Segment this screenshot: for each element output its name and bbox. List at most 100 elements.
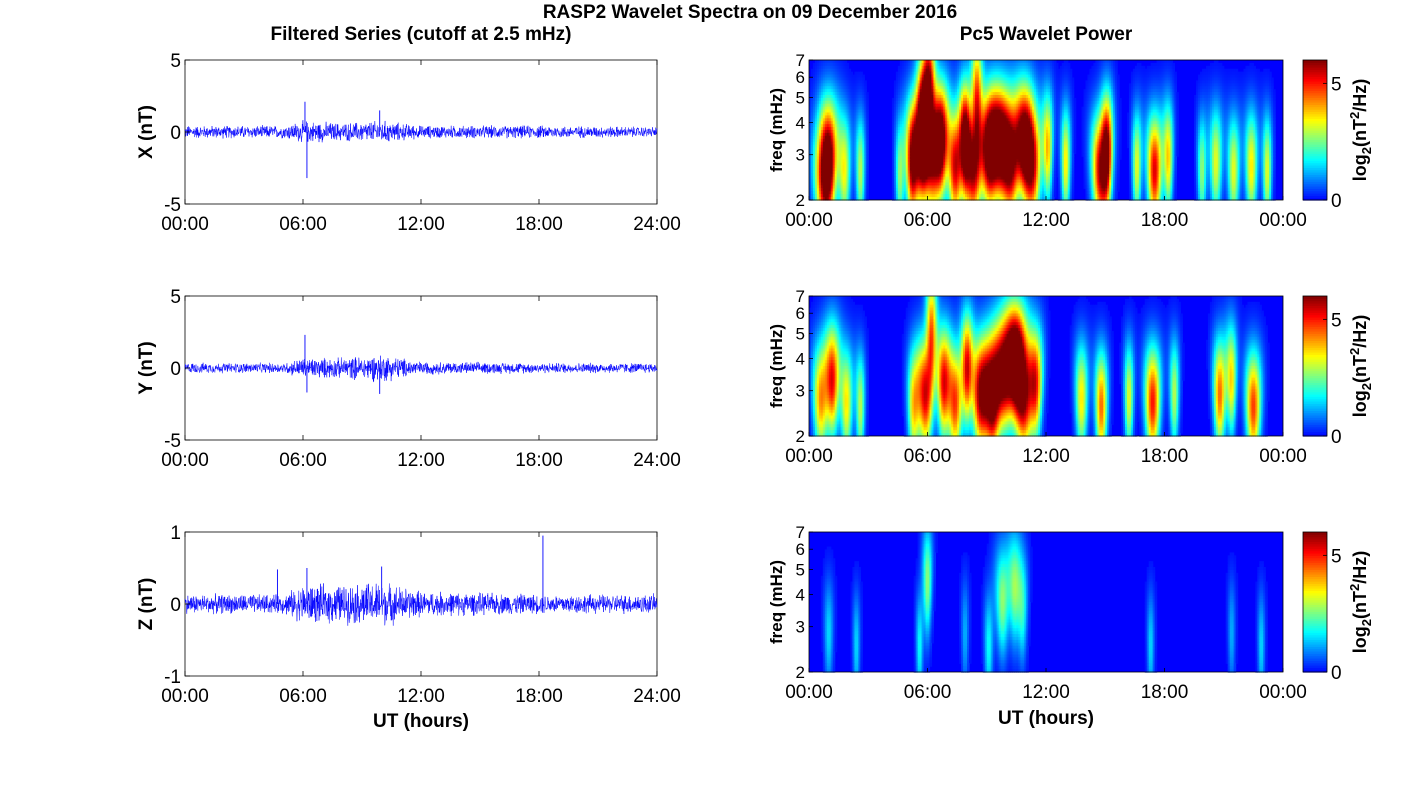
heatmap-cell <box>1036 77 1039 82</box>
heatmap-cell <box>850 77 854 82</box>
heatmap-cell <box>901 65 905 70</box>
heatmap-cell <box>858 86 861 90</box>
heatmap-cell <box>1146 68 1150 73</box>
heatmap-cell <box>923 60 927 64</box>
heatmap-cell <box>953 77 956 82</box>
heatmap-cell <box>961 80 964 84</box>
heatmap-cell <box>1024 62 1027 67</box>
heatmap-cell <box>923 71 927 76</box>
heatmap-cell <box>842 60 846 64</box>
heatmap-cell <box>984 77 988 82</box>
heatmap-cell <box>905 92 909 96</box>
heatmap-cell <box>1008 80 1012 84</box>
heatmap-cell <box>897 86 901 90</box>
heatmap-cell <box>913 74 917 79</box>
heatmap-cell <box>1046 62 1049 67</box>
heatmap-cell <box>951 77 954 82</box>
heatmap-cell <box>1247 86 1251 90</box>
heatmap-cell <box>923 74 927 79</box>
heatmap-cell <box>856 71 859 76</box>
heatmap-cell <box>933 71 936 76</box>
heatmap-cell <box>915 65 919 70</box>
heatmap-cell <box>1148 65 1152 70</box>
heatmap-cell <box>1172 86 1175 90</box>
heatmap-cell <box>1136 71 1140 76</box>
heatmap-cell <box>998 77 1002 82</box>
heatmap-cell <box>1209 71 1213 76</box>
heatmap-cell <box>1034 60 1037 64</box>
heatmap-cell <box>834 62 838 67</box>
heatmap-cell <box>951 89 954 93</box>
heatmap-cell <box>905 86 909 90</box>
heatmap-cell <box>1134 71 1138 76</box>
heatmap-cell <box>990 71 994 76</box>
heatmap-cell <box>1087 80 1091 84</box>
heatmap-cell <box>951 92 954 96</box>
heatmap-cell <box>844 68 848 73</box>
heatmap-cell <box>980 68 984 73</box>
heatmap-cell <box>1087 83 1091 87</box>
heatmap-cell <box>1215 68 1219 73</box>
heatmap-cell <box>1215 77 1219 82</box>
heatmap-cell <box>986 74 990 79</box>
heatmap-cell <box>943 89 946 93</box>
heatmap-cell <box>1028 68 1031 73</box>
heatmap-cell <box>1024 77 1027 82</box>
heatmap-cell <box>1231 83 1235 87</box>
heatmap-cell <box>909 68 913 73</box>
heatmap-cell <box>844 89 848 93</box>
heatmap-cell <box>955 80 958 84</box>
heatmap-cell <box>838 60 842 64</box>
heatmap-cell <box>953 62 956 67</box>
heatmap-cell <box>1205 74 1209 79</box>
heatmap-cell <box>822 83 826 87</box>
heatmap-cell <box>901 92 905 96</box>
heatmap-cell <box>947 65 950 70</box>
heatmap-cell <box>925 65 929 70</box>
heatmap-cell <box>830 65 834 70</box>
heatmap-cell <box>1024 80 1027 84</box>
heatmap-cell <box>844 86 848 90</box>
heatmap-cell <box>1138 86 1142 90</box>
heatmap-cell <box>820 60 824 64</box>
heatmap-cell <box>1209 65 1213 70</box>
heatmap-cell <box>1057 77 1061 82</box>
heatmap-cell <box>1166 62 1170 67</box>
heatmap-cell <box>1040 77 1043 82</box>
heatmap-cell <box>1063 83 1067 87</box>
heatmap-cell <box>968 68 972 73</box>
heatmap-cell <box>972 86 976 90</box>
heatmap-cell <box>965 92 968 96</box>
heatmap-cell <box>965 89 968 93</box>
heatmap-cell <box>903 62 907 67</box>
heatmap-cell <box>858 92 861 96</box>
heatmap-cell <box>1223 71 1227 76</box>
heatmap-cell <box>1247 71 1251 76</box>
heatmap-cell <box>1172 62 1175 67</box>
heatmap-cell <box>1140 83 1144 87</box>
heatmap-cell <box>1095 65 1098 70</box>
heatmap-cell <box>844 74 848 79</box>
heatmap-cell <box>1109 71 1112 76</box>
heatmap-cell <box>1211 80 1215 84</box>
heatmap-cell <box>913 86 917 90</box>
heatmap-cell <box>911 83 915 87</box>
heatmap-cell <box>959 92 962 96</box>
heatmap-cell <box>816 80 820 84</box>
heatmap-cell <box>1115 74 1118 79</box>
heatmap-cell <box>976 60 980 64</box>
heatmap-cell <box>1152 65 1156 70</box>
heatmap-cell <box>1160 74 1164 79</box>
heatmap-cell <box>1008 77 1012 82</box>
heatmap-cell <box>1028 86 1031 90</box>
heatmap-cell <box>1107 77 1110 82</box>
heatmap-cell <box>1012 83 1015 87</box>
heatmap-cell <box>978 89 982 93</box>
heatmap-cell <box>976 86 980 90</box>
heatmap-cell <box>840 60 844 64</box>
heatmap-cell <box>951 86 954 90</box>
heatmap-cell <box>963 83 966 87</box>
heatmap-cell <box>1032 65 1035 70</box>
heatmap-cell <box>935 60 938 64</box>
heatmap-cell <box>1008 62 1012 67</box>
